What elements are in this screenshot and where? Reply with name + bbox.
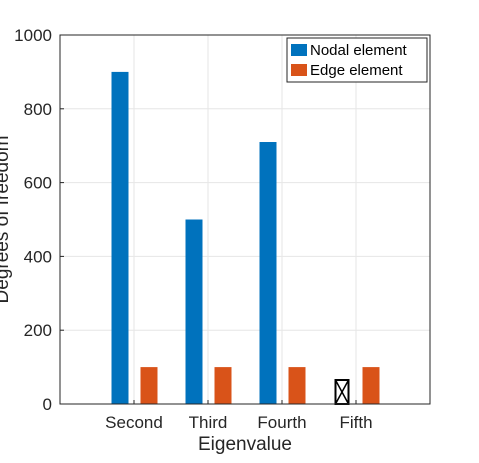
tick-labels: 0 200 400 600 800 1000 Second Third Fourth Fifth [14,26,372,432]
y-tick-label: 600 [24,174,52,193]
legend: Nodal element Edge element [286,37,428,83]
y-tick-label: 200 [24,321,52,340]
legend-label-edge: Edge element [310,62,403,79]
x-tick-label: Third [189,413,228,432]
bar-nodal-element-second [111,71,129,405]
y-tick-label: 400 [24,247,52,266]
bar-edge-element-second [140,367,158,404]
axes [59,34,431,405]
legend-swatch-nodal [291,44,307,56]
bar-edge-element-fourth [288,367,306,404]
legend-swatch-edge [291,64,307,76]
bar-edge-element-fifth [362,367,380,404]
x-axis-label: Eigenvalue [198,434,292,455]
y-tick-label: 0 [43,395,52,414]
y-tick-label: 1000 [14,26,52,45]
x-tick-label: Second [105,413,163,432]
plot-frame [59,34,431,405]
bar-nodal-element-fourth [259,142,277,404]
x-tick-label: Fifth [339,413,372,432]
y-axis-label: Degrees of freedom [0,136,13,304]
bars [111,71,380,406]
legend-label-nodal: Nodal element [310,42,408,59]
bar-nodal-element-third [185,219,203,404]
crossed-box-icon [334,379,350,406]
bar-edge-element-third [214,367,232,404]
crossed-box-diagonal [334,379,350,405]
x-tick-label: Fourth [257,413,306,432]
legend-box [286,37,428,83]
y-tick-label: 800 [24,100,52,119]
